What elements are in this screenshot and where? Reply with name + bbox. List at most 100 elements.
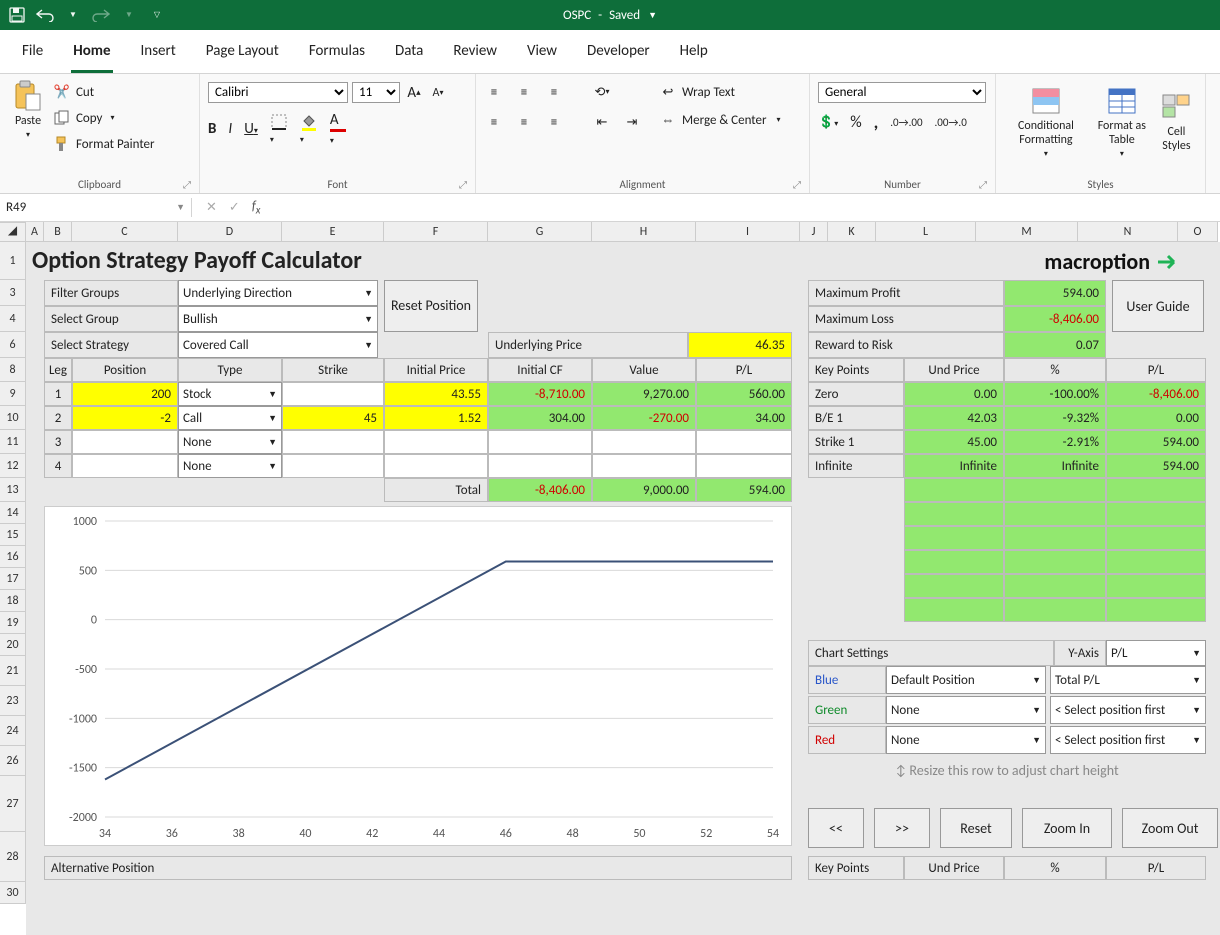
- col-header[interactable]: L: [876, 222, 976, 242]
- cs-what-select[interactable]: Total P/L▼: [1050, 666, 1206, 694]
- row-header[interactable]: 21: [0, 656, 26, 686]
- font-size-select[interactable]: 11: [352, 82, 400, 103]
- cs-position-select[interactable]: None▼: [886, 696, 1046, 724]
- tab-home[interactable]: Home: [71, 38, 112, 73]
- leg-strike[interactable]: [282, 430, 384, 454]
- row-header[interactable]: 4: [0, 306, 26, 332]
- paste-button[interactable]: Paste ▾: [8, 78, 48, 142]
- row-header[interactable]: 19: [0, 612, 26, 634]
- indent-right-icon[interactable]: ⇥: [622, 112, 642, 132]
- underlying-price-value[interactable]: 46.35: [688, 332, 792, 358]
- row-header[interactable]: 15: [0, 524, 26, 546]
- chart-nav-button[interactable]: Zoom In: [1022, 808, 1112, 848]
- leg-initial-price[interactable]: [384, 430, 488, 454]
- align-dialog-icon[interactable]: ⤢: [793, 178, 801, 191]
- orientation-icon[interactable]: ⟲▾: [592, 82, 612, 102]
- yaxis-select[interactable]: P/L▼: [1106, 640, 1206, 666]
- row-header[interactable]: 3: [0, 280, 26, 306]
- row-header[interactable]: 23: [0, 686, 26, 716]
- percent-button[interactable]: %: [850, 113, 861, 132]
- row-header[interactable]: 9: [0, 382, 26, 406]
- row-header[interactable]: 30: [0, 882, 26, 904]
- qat-customize-icon[interactable]: ▽: [148, 6, 166, 24]
- select-group-select[interactable]: Bullish▼: [178, 306, 378, 332]
- conditional-formatting-button[interactable]: Conditional Formatting▾: [1004, 83, 1088, 161]
- align-center-icon[interactable]: ≡: [514, 112, 534, 132]
- clipboard-dialog-icon[interactable]: ⤢: [183, 178, 191, 191]
- col-header[interactable]: I: [696, 222, 800, 242]
- align-left-icon[interactable]: ≡: [484, 112, 504, 132]
- row-header[interactable]: 28: [0, 832, 26, 882]
- col-header[interactable]: C: [72, 222, 178, 242]
- row-header[interactable]: 24: [0, 716, 26, 746]
- row-header[interactable]: 18: [0, 590, 26, 612]
- cs-position-select[interactable]: None▼: [886, 726, 1046, 754]
- align-right-icon[interactable]: ≡: [544, 112, 564, 132]
- leg-type-select[interactable]: Call▼: [178, 406, 282, 430]
- leg-position[interactable]: -2: [72, 406, 178, 430]
- leg-strike[interactable]: [282, 454, 384, 478]
- tab-file[interactable]: File: [20, 38, 45, 73]
- wrap-text-button[interactable]: ↩Wrap Text: [658, 82, 781, 102]
- accept-formula-icon[interactable]: ✓: [229, 200, 240, 215]
- undo-icon[interactable]: [36, 6, 54, 24]
- dec-decimal-button[interactable]: .00→.0: [935, 116, 967, 129]
- leg-position[interactable]: [72, 454, 178, 478]
- cell-styles-button[interactable]: Cell Styles: [1156, 89, 1197, 155]
- row-header[interactable]: 8: [0, 358, 26, 382]
- currency-button[interactable]: 💲▾: [818, 115, 838, 130]
- row-header[interactable]: 27: [0, 776, 26, 832]
- leg-type-select[interactable]: None▼: [178, 454, 282, 478]
- font-color-button[interactable]: A▾: [330, 111, 346, 147]
- cut-button[interactable]: ✂️Cut: [52, 82, 155, 102]
- row-header[interactable]: 16: [0, 546, 26, 568]
- font-name-select[interactable]: Calibri: [208, 82, 348, 103]
- chart-nav-button[interactable]: Reset: [940, 808, 1012, 848]
- col-header[interactable]: B: [44, 222, 72, 242]
- cs-what-select[interactable]: < Select position first▼: [1050, 696, 1206, 724]
- cs-position-select[interactable]: Default Position▼: [886, 666, 1046, 694]
- tab-insert[interactable]: Insert: [139, 38, 178, 73]
- tab-review[interactable]: Review: [451, 38, 499, 73]
- comma-button[interactable]: ,: [874, 111, 879, 133]
- name-box[interactable]: R49▼: [0, 198, 192, 217]
- select-all-corner[interactable]: ◢: [0, 222, 26, 242]
- row-header[interactable]: 12: [0, 454, 26, 478]
- row-header[interactable]: 6: [0, 332, 26, 358]
- leg-initial-price[interactable]: [384, 454, 488, 478]
- row-header[interactable]: 1: [0, 242, 26, 280]
- col-header[interactable]: A: [26, 222, 44, 242]
- tab-page-layout[interactable]: Page Layout: [204, 38, 281, 73]
- user-guide-button[interactable]: User Guide: [1112, 280, 1204, 332]
- col-header[interactable]: M: [976, 222, 1078, 242]
- underline-button[interactable]: U▾: [244, 120, 258, 138]
- undo-dropdown-icon[interactable]: ▼: [64, 6, 82, 24]
- row-header[interactable]: 26: [0, 746, 26, 776]
- leg-type-select[interactable]: Stock▼: [178, 382, 282, 406]
- cs-what-select[interactable]: < Select position first▼: [1050, 726, 1206, 754]
- tab-developer[interactable]: Developer: [585, 38, 652, 73]
- col-header[interactable]: O: [1178, 222, 1218, 242]
- grow-font-icon[interactable]: A▴: [404, 83, 424, 103]
- save-icon[interactable]: [8, 6, 26, 24]
- copy-button[interactable]: Copy▾: [52, 108, 155, 128]
- border-button[interactable]: ▾: [270, 113, 288, 146]
- font-dialog-icon[interactable]: ⤢: [459, 178, 467, 191]
- tab-data[interactable]: Data: [393, 38, 425, 73]
- leg-strike[interactable]: [282, 382, 384, 406]
- col-header[interactable]: H: [592, 222, 696, 242]
- leg-position[interactable]: 200: [72, 382, 178, 406]
- number-format-select[interactable]: General: [818, 82, 986, 103]
- tab-formulas[interactable]: Formulas: [307, 38, 367, 73]
- align-top-icon[interactable]: ≡: [484, 82, 504, 102]
- align-middle-icon[interactable]: ≡: [514, 82, 534, 102]
- select-strategy-select[interactable]: Covered Call▼: [178, 332, 378, 358]
- italic-button[interactable]: I: [228, 120, 232, 138]
- tab-view[interactable]: View: [525, 38, 559, 73]
- bold-button[interactable]: B: [208, 120, 216, 138]
- leg-strike[interactable]: 45: [282, 406, 384, 430]
- redo-dropdown-icon[interactable]: ▼: [120, 6, 138, 24]
- fx-icon[interactable]: fx: [252, 199, 261, 217]
- chart-nav-button[interactable]: <<: [808, 808, 864, 848]
- col-header[interactable]: N: [1078, 222, 1178, 242]
